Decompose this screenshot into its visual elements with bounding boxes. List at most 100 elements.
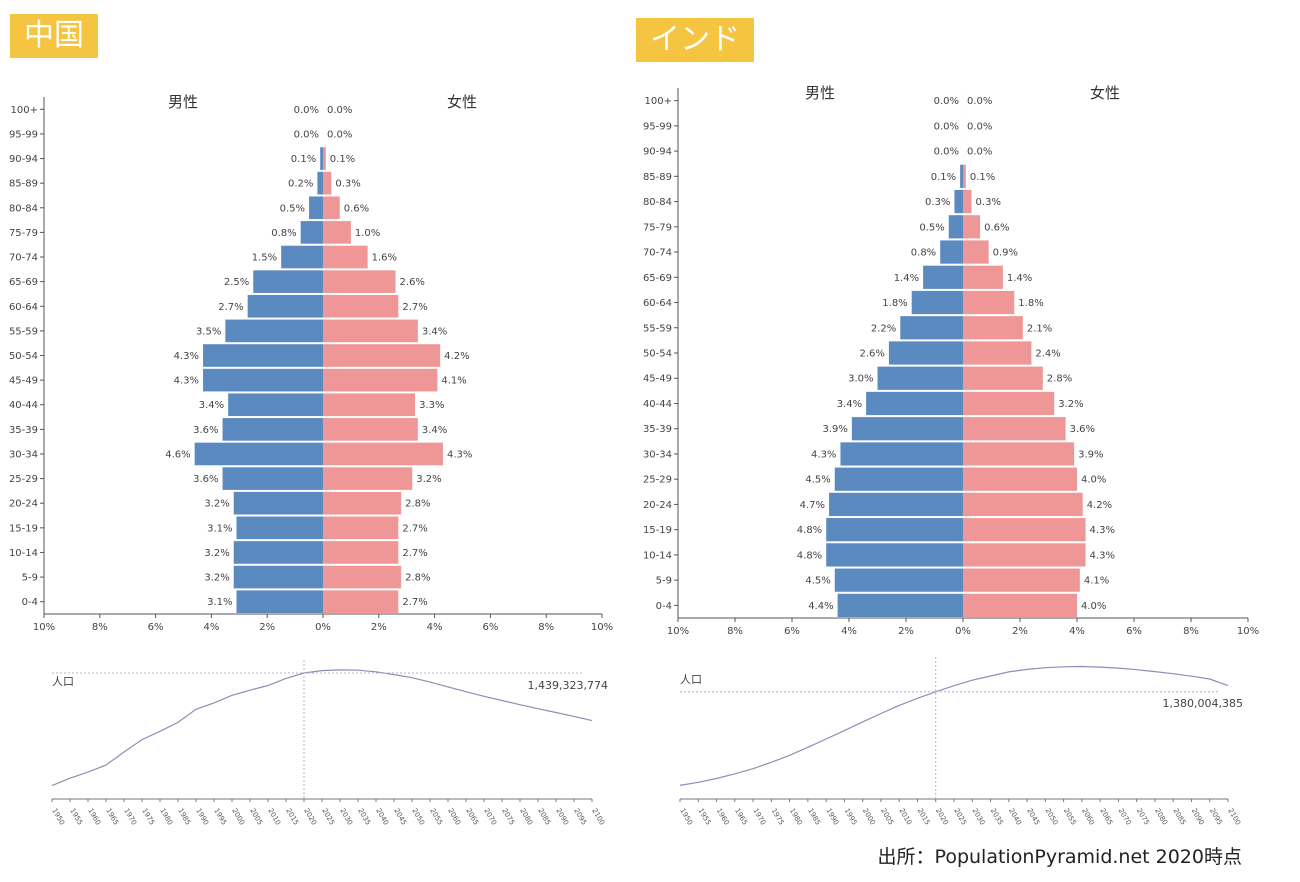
male-label: 男性 <box>168 93 198 111</box>
age-group-label: 95-99 <box>643 121 672 132</box>
male-bar <box>222 418 323 441</box>
population-label: 人口 <box>52 675 74 688</box>
female-bar <box>323 516 399 540</box>
female-bar <box>963 593 1077 617</box>
male-bar <box>300 221 323 244</box>
age-group-label: 45-49 <box>643 374 672 385</box>
male-value-label: 4.4% <box>808 601 833 612</box>
age-group-label: 50-54 <box>9 351 38 362</box>
female-bar <box>963 543 1086 567</box>
male-value-label: 2.5% <box>224 277 249 288</box>
year-label: 2070 <box>1117 807 1133 826</box>
year-label: 2030 <box>971 807 987 826</box>
year-label: 2040 <box>1007 807 1023 826</box>
male-value-label: 1.4% <box>894 273 919 284</box>
male-bar <box>253 270 323 293</box>
age-group-label: 5-9 <box>656 576 672 587</box>
population-curve <box>51 669 593 787</box>
male-bar <box>923 265 963 289</box>
female-value-label: 2.6% <box>400 277 425 288</box>
male-label: 男性 <box>805 84 835 102</box>
age-group-label: 80-84 <box>9 203 38 214</box>
age-group-label: 55-59 <box>643 323 672 334</box>
pyramid-chart-0: 男性 女性 10% 8% 6% 4% 2% 0% 2% 4% 6% 8% 10% 100+ 0.0% 0.0%… <box>9 93 613 633</box>
age-group-label: 70-74 <box>643 248 672 259</box>
year-label: 2095 <box>1208 807 1224 826</box>
female-value-label: 0.3% <box>335 179 360 190</box>
x-tick-label: 10% <box>667 626 689 637</box>
female-value-label: 2.7% <box>402 302 427 313</box>
age-group-label: 50-54 <box>643 349 672 360</box>
female-bar <box>323 467 413 490</box>
year-label: 2035 <box>989 807 1005 826</box>
year-label: 1990 <box>824 807 840 826</box>
year-label: 1995 <box>843 807 859 826</box>
age-group-label: 60-64 <box>643 298 672 309</box>
male-value-label: 3.6% <box>193 474 218 485</box>
female-value-label: 3.2% <box>1058 399 1083 410</box>
male-bar <box>900 316 963 340</box>
age-group-label: 55-59 <box>9 326 38 337</box>
x-tick-label: 2% <box>898 626 914 637</box>
year-label: 1965 <box>104 807 120 826</box>
male-bar <box>866 391 963 416</box>
year-label: 1995 <box>212 807 228 826</box>
age-group-label: 15-19 <box>643 525 672 536</box>
year-label: 1990 <box>194 807 210 826</box>
year-label: 2015 <box>916 807 932 826</box>
male-bar <box>826 518 963 542</box>
male-bar <box>320 147 323 170</box>
male-bar <box>236 516 323 540</box>
year-label: 2045 <box>1025 807 1041 826</box>
male-value-label: 1.8% <box>882 298 907 309</box>
age-group-label: 85-89 <box>643 172 672 183</box>
male-bar <box>194 442 323 466</box>
male-bar <box>233 565 323 589</box>
age-group-label: 25-29 <box>9 474 38 485</box>
male-bar <box>203 368 323 392</box>
female-bar <box>963 417 1066 441</box>
female-bar <box>323 393 416 417</box>
year-label: 2100 <box>1226 807 1242 826</box>
year-label: 2090 <box>554 807 570 826</box>
female-bar <box>963 341 1032 365</box>
year-label: 1955 <box>68 807 84 826</box>
male-value-label: 4.8% <box>797 550 822 561</box>
female-bar <box>323 565 402 589</box>
year-label: 2010 <box>266 807 282 826</box>
male-value-label: 0.0% <box>934 147 959 158</box>
male-bar <box>236 590 323 613</box>
male-bar <box>233 491 323 515</box>
pyramid-chart-1: 男性 女性 10% 8% 6% 4% 2% 0% 2% 4% 6% 8% 10% 100+ 0.0% 0.0%… <box>643 84 1259 637</box>
female-bar <box>963 240 989 264</box>
female-bar <box>963 265 1003 289</box>
male-bar <box>222 467 323 490</box>
male-bar <box>203 344 323 367</box>
x-tick-label: 4% <box>1069 626 1085 637</box>
male-bar <box>834 568 963 592</box>
year-label: 2025 <box>952 807 968 826</box>
age-group-label: 5-9 <box>22 573 38 584</box>
age-group-label: 75-79 <box>643 222 672 233</box>
male-value-label: 3.2% <box>204 499 229 510</box>
x-tick-label: 10% <box>1237 626 1259 637</box>
year-label: 2075 <box>1135 807 1151 826</box>
female-value-label: 0.0% <box>327 105 352 116</box>
year-label: 2100 <box>590 807 606 826</box>
female-value-label: 4.2% <box>444 351 469 362</box>
male-value-label: 3.2% <box>204 573 229 584</box>
female-value-label: 4.0% <box>1081 475 1106 486</box>
age-group-label: 0-4 <box>22 597 38 608</box>
age-group-label: 65-69 <box>643 273 672 284</box>
age-group-label: 70-74 <box>9 253 38 264</box>
year-label: 1960 <box>715 807 731 826</box>
year-label: 2015 <box>284 807 300 826</box>
female-bar <box>323 491 402 515</box>
male-value-label: 0.8% <box>911 248 936 259</box>
age-group-label: 30-34 <box>9 449 38 460</box>
male-value-label: 4.3% <box>174 376 199 387</box>
year-label: 2080 <box>518 807 534 826</box>
male-value-label: 4.5% <box>805 576 830 587</box>
male-value-label: 0.0% <box>294 129 319 140</box>
age-group-label: 80-84 <box>643 197 672 208</box>
